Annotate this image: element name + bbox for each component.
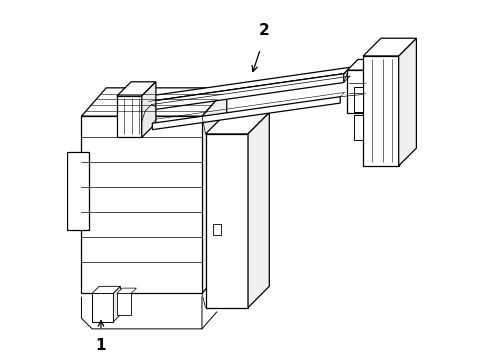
- Polygon shape: [81, 116, 202, 293]
- Polygon shape: [398, 38, 416, 166]
- Polygon shape: [152, 97, 340, 130]
- Polygon shape: [117, 82, 156, 96]
- Polygon shape: [366, 59, 377, 113]
- Polygon shape: [67, 152, 88, 230]
- Polygon shape: [205, 134, 247, 307]
- Polygon shape: [205, 113, 269, 134]
- Polygon shape: [363, 56, 398, 166]
- Polygon shape: [113, 286, 120, 322]
- Polygon shape: [117, 96, 142, 138]
- Polygon shape: [92, 293, 113, 322]
- Polygon shape: [117, 293, 131, 315]
- Polygon shape: [145, 74, 343, 111]
- Polygon shape: [117, 288, 136, 293]
- Polygon shape: [354, 115, 363, 140]
- Polygon shape: [202, 88, 226, 293]
- Polygon shape: [346, 70, 366, 113]
- Polygon shape: [81, 88, 226, 116]
- Polygon shape: [145, 67, 349, 102]
- Polygon shape: [354, 87, 363, 112]
- Polygon shape: [363, 38, 416, 56]
- Polygon shape: [212, 224, 221, 235]
- Text: 1: 1: [96, 338, 106, 353]
- Polygon shape: [346, 59, 377, 70]
- Text: 2: 2: [258, 23, 269, 38]
- Polygon shape: [92, 286, 120, 293]
- Polygon shape: [142, 82, 156, 138]
- Polygon shape: [247, 113, 269, 307]
